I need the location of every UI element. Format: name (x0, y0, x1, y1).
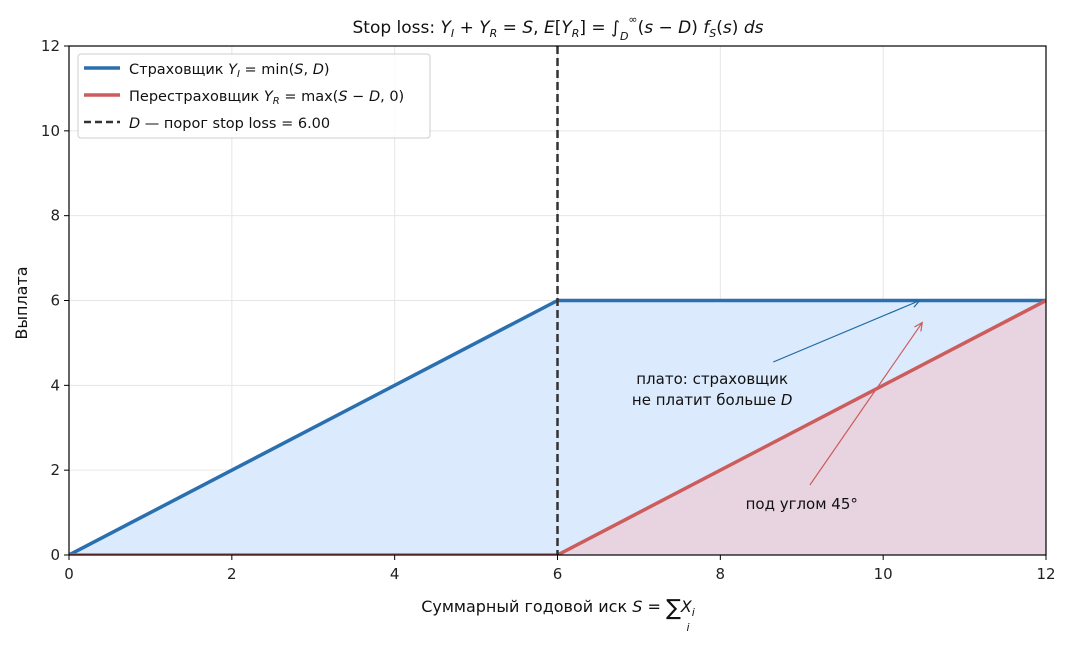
x-tick-label: 2 (227, 565, 237, 583)
x-axis-label-sum-index: i (686, 621, 689, 634)
x-tick-label: 8 (716, 565, 726, 583)
y-tick-label: 6 (50, 292, 60, 310)
y-tick-label: 0 (50, 546, 60, 564)
area-fill-series-1 (69, 300, 1046, 555)
x-axis-label: Суммарный годовой иск S = ∑Xi (421, 596, 695, 621)
y-tick-label: 12 (41, 37, 60, 55)
x-axis-ticks: 0 2 4 6 8 10 12 (64, 555, 1056, 583)
x-tick-label: 4 (390, 565, 400, 583)
angle-annotation-arrow-head (914, 321, 924, 332)
y-tick-label: 8 (50, 207, 60, 225)
legend-box (77, 53, 431, 139)
annotations: плато: страховщик не платит больше D под у… (632, 299, 924, 513)
y-tick-label: 2 (50, 461, 60, 479)
angle-annotation-arrow (809, 322, 923, 486)
y-tick-label: 10 (41, 122, 60, 140)
y-axis-label: Выплата (12, 266, 31, 339)
plateau-annotation-line-2: не платит больше D (632, 391, 793, 409)
legend-label-reinsurer: Перестраховщик YR = max(S − D, 0) (129, 89, 404, 107)
legend-label-insurer: Страховщик YI = min(S, D) (129, 62, 330, 80)
plateau-annotation-arrow (773, 299, 921, 363)
area-fills (69, 300, 1046, 555)
series-line-1 (69, 298, 1046, 555)
chart-title: Stop loss: YI + YR = S, E[YR] = ∫D∞(s − … (353, 13, 764, 43)
legend: Страховщик YI = min(S, D) Перестраховщик… (77, 53, 431, 139)
plateau-annotation-line-1: плато: страховщик (636, 370, 788, 388)
x-tick-label: 6 (553, 565, 563, 583)
x-tick-label: 12 (1036, 565, 1055, 583)
x-tick-label: 0 (64, 565, 74, 583)
plateau-annotation-arrow-head (910, 299, 922, 308)
x-tick-label: 10 (874, 565, 893, 583)
legend-label-threshold: D — порог stop loss = 6.00 (129, 116, 330, 132)
y-axis-ticks: 0 2 4 6 8 10 12 (41, 37, 69, 564)
series-lines (69, 46, 1046, 555)
y-tick-label: 4 (50, 376, 60, 394)
angle-annotation-text: под углом 45° (746, 495, 858, 513)
